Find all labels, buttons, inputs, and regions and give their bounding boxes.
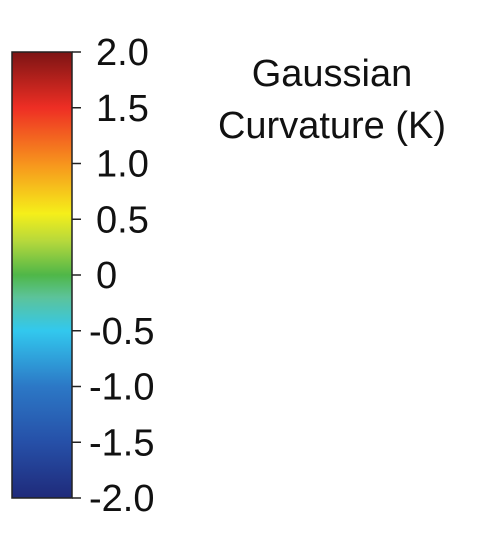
colorbar-tick-label: 0 xyxy=(96,255,117,297)
colorbar-tick-label: -1.5 xyxy=(89,422,154,464)
colorbar-title-line-2: Curvature (K) xyxy=(192,100,472,152)
colorbar-tick-label: 0.5 xyxy=(96,199,149,241)
colorbar-title-line-1: Gaussian xyxy=(192,48,472,100)
colorbar-tick-label: -1.0 xyxy=(89,367,154,409)
colorbar-tick-label: -2.0 xyxy=(89,478,154,520)
colorbar-tick-label: 1.0 xyxy=(96,144,149,186)
colorbar-title: Gaussian Curvature (K) xyxy=(192,48,472,152)
colorbar-tick-label: 2.0 xyxy=(96,32,149,74)
colorbar-tick-label: 1.5 xyxy=(96,88,149,130)
colorbar xyxy=(12,52,72,498)
colorbar-ticks: 2.0 1.5 1.0 0.5 0 -0.5 -1.0 -1.5 -2.0 xyxy=(72,32,154,520)
colorbar-tick-label: -0.5 xyxy=(89,311,154,353)
